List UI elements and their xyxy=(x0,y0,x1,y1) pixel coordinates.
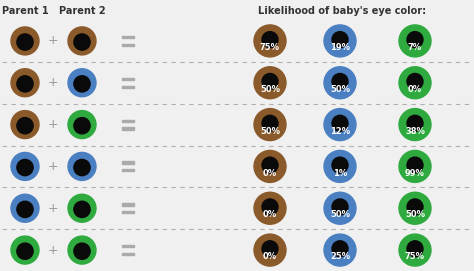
Circle shape xyxy=(11,69,39,97)
Bar xyxy=(122,120,134,122)
Circle shape xyxy=(399,109,431,141)
Text: Likelihood of baby's eye color:: Likelihood of baby's eye color: xyxy=(258,6,426,16)
Circle shape xyxy=(17,159,33,176)
Circle shape xyxy=(407,199,423,215)
Circle shape xyxy=(74,201,90,218)
Text: 50%: 50% xyxy=(330,85,350,94)
Circle shape xyxy=(407,73,423,89)
Circle shape xyxy=(332,73,348,89)
Circle shape xyxy=(324,67,356,99)
Text: 12%: 12% xyxy=(330,127,350,136)
Circle shape xyxy=(68,194,96,222)
Text: +: + xyxy=(48,118,58,131)
Circle shape xyxy=(332,115,348,131)
Circle shape xyxy=(399,25,431,57)
Circle shape xyxy=(74,159,90,176)
Circle shape xyxy=(324,234,356,266)
Circle shape xyxy=(324,25,356,57)
Circle shape xyxy=(68,236,96,264)
Circle shape xyxy=(332,199,348,215)
Circle shape xyxy=(262,32,278,48)
Circle shape xyxy=(11,194,39,222)
Circle shape xyxy=(262,73,278,89)
Text: +: + xyxy=(48,202,58,215)
Text: 19%: 19% xyxy=(330,43,350,52)
Circle shape xyxy=(17,34,33,50)
Bar xyxy=(122,211,134,213)
Circle shape xyxy=(254,109,286,141)
Circle shape xyxy=(324,109,356,141)
Bar xyxy=(122,85,134,88)
Bar xyxy=(122,127,134,130)
Text: 50%: 50% xyxy=(330,211,350,220)
Circle shape xyxy=(11,111,39,138)
Text: 7%: 7% xyxy=(408,43,422,52)
Circle shape xyxy=(262,157,278,173)
Circle shape xyxy=(74,76,90,92)
Text: 0%: 0% xyxy=(263,169,277,178)
Text: 38%: 38% xyxy=(405,127,425,136)
Text: 0%: 0% xyxy=(263,211,277,220)
Text: 0%: 0% xyxy=(263,252,277,261)
Bar xyxy=(122,36,134,38)
Circle shape xyxy=(68,152,96,180)
Circle shape xyxy=(399,150,431,182)
Circle shape xyxy=(68,69,96,97)
Circle shape xyxy=(74,118,90,134)
Bar xyxy=(122,78,134,80)
Text: +: + xyxy=(48,34,58,47)
Text: +: + xyxy=(48,244,58,257)
Bar xyxy=(122,169,134,171)
Text: 1%: 1% xyxy=(333,169,347,178)
Circle shape xyxy=(254,234,286,266)
Circle shape xyxy=(324,150,356,182)
Text: 50%: 50% xyxy=(405,211,425,220)
Circle shape xyxy=(262,199,278,215)
Circle shape xyxy=(332,157,348,173)
Circle shape xyxy=(324,192,356,224)
Bar xyxy=(122,253,134,255)
Circle shape xyxy=(254,25,286,57)
Circle shape xyxy=(17,118,33,134)
Circle shape xyxy=(407,115,423,131)
Circle shape xyxy=(11,236,39,264)
Text: 25%: 25% xyxy=(330,252,350,261)
Circle shape xyxy=(254,192,286,224)
Circle shape xyxy=(17,201,33,218)
Bar xyxy=(122,44,134,46)
Circle shape xyxy=(68,27,96,55)
Circle shape xyxy=(17,243,33,259)
Text: Parent 2: Parent 2 xyxy=(59,6,105,16)
Circle shape xyxy=(74,243,90,259)
Circle shape xyxy=(399,67,431,99)
Circle shape xyxy=(332,241,348,257)
Circle shape xyxy=(11,27,39,55)
Bar xyxy=(122,162,134,164)
Circle shape xyxy=(407,32,423,48)
Circle shape xyxy=(407,157,423,173)
Circle shape xyxy=(262,115,278,131)
Text: 99%: 99% xyxy=(405,169,425,178)
Text: 50%: 50% xyxy=(260,127,280,136)
Circle shape xyxy=(17,76,33,92)
Bar xyxy=(122,203,134,205)
Text: +: + xyxy=(48,76,58,89)
Text: +: + xyxy=(48,160,58,173)
Circle shape xyxy=(332,32,348,48)
Circle shape xyxy=(74,34,90,50)
Circle shape xyxy=(399,192,431,224)
Circle shape xyxy=(11,152,39,180)
Circle shape xyxy=(254,150,286,182)
Circle shape xyxy=(262,241,278,257)
Text: Parent 1: Parent 1 xyxy=(2,6,48,16)
Text: 0%: 0% xyxy=(408,85,422,94)
Text: 75%: 75% xyxy=(405,252,425,261)
Text: 75%: 75% xyxy=(260,43,280,52)
Circle shape xyxy=(254,67,286,99)
Circle shape xyxy=(68,111,96,138)
Text: 50%: 50% xyxy=(260,85,280,94)
Circle shape xyxy=(399,234,431,266)
Circle shape xyxy=(407,241,423,257)
Bar xyxy=(122,245,134,247)
